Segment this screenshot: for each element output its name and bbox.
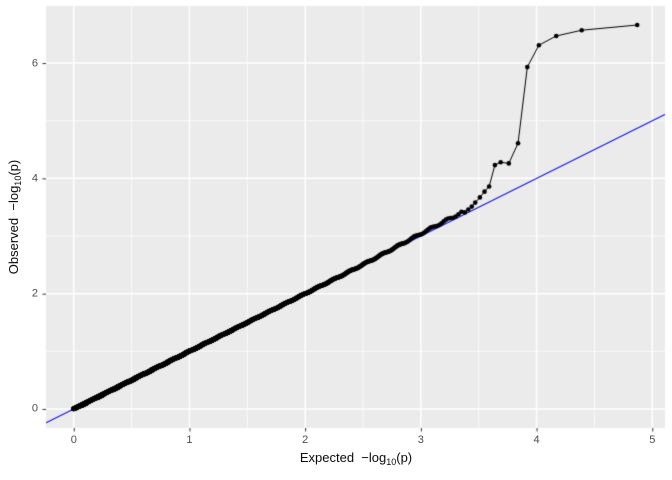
x-tick-label: 5 xyxy=(649,434,656,446)
x-axis-title-sub: 10 xyxy=(386,456,397,467)
x-tick-label: 2 xyxy=(302,434,309,446)
x-axis-title: Expected −log10(p) xyxy=(300,451,412,467)
x-axis-title-post: (p) xyxy=(396,450,413,466)
y-tick-label: 0 xyxy=(31,402,38,415)
y-tick-label: 6 xyxy=(31,57,38,70)
y-tick-label: 2 xyxy=(31,287,38,300)
y-axis-title-pre: Observed −log xyxy=(6,185,22,275)
x-axis-title-pre: Expected −log xyxy=(299,450,387,466)
x-tick-label: 1 xyxy=(186,434,193,446)
x-tick-label: 4 xyxy=(533,434,540,446)
y-tick-label: 4 xyxy=(31,172,38,185)
x-tick-label: 3 xyxy=(417,434,424,446)
x-tick-label: 0 xyxy=(70,434,77,446)
